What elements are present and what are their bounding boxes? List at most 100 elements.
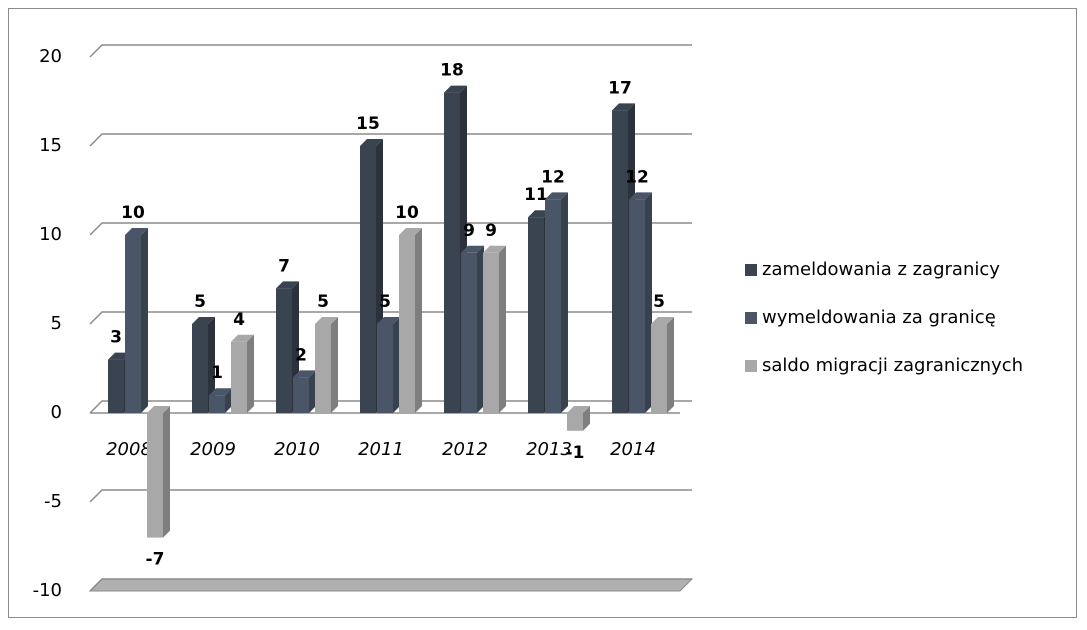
data-label: 1 xyxy=(211,363,223,383)
x-tick-label: 2010 xyxy=(274,439,320,460)
bar-face xyxy=(612,103,635,111)
bar-face xyxy=(231,334,254,342)
y-tick-label: 0 xyxy=(51,402,62,423)
bar-face xyxy=(399,228,422,235)
data-label: 9 xyxy=(463,221,475,241)
grid-line xyxy=(89,133,692,147)
bar-face xyxy=(651,317,674,324)
bar-face xyxy=(315,324,331,413)
bar-face xyxy=(247,334,254,413)
bar xyxy=(629,192,652,413)
y-tick-label: 15 xyxy=(39,135,62,156)
y-tick-label: -10 xyxy=(33,580,62,601)
y-tick-label: 20 xyxy=(39,46,62,67)
bar-face xyxy=(461,245,484,253)
data-label: 10 xyxy=(395,203,419,223)
bar-face xyxy=(331,317,338,413)
data-label: 15 xyxy=(356,114,380,134)
bar-face xyxy=(561,192,568,413)
legend-label: zameldowania z zagranicy xyxy=(762,259,1000,280)
data-label: 12 xyxy=(541,167,565,187)
grid-line xyxy=(89,44,692,58)
bar xyxy=(315,317,338,413)
bar-face xyxy=(276,288,292,413)
bar-face xyxy=(231,341,247,413)
bar-face xyxy=(477,245,484,413)
legend-label: saldo migracji zagranicznych xyxy=(762,355,1023,376)
bar-face xyxy=(483,245,506,253)
bar xyxy=(209,388,232,413)
bar xyxy=(545,192,568,413)
x-tick-label: 2011 xyxy=(358,439,404,460)
bar-face xyxy=(583,406,590,431)
floor xyxy=(88,578,694,592)
data-label: 5 xyxy=(653,292,665,312)
bar xyxy=(444,85,467,413)
bar xyxy=(147,406,170,538)
legend-swatch xyxy=(745,264,757,276)
legend-swatch xyxy=(745,360,757,372)
bar-face xyxy=(163,406,170,538)
bar-face xyxy=(125,228,148,235)
grid-line xyxy=(89,489,692,503)
x-tick-label: 2014 xyxy=(610,439,656,460)
data-label: 9 xyxy=(485,221,497,241)
y-tick-label: 5 xyxy=(51,313,62,334)
bar-face xyxy=(293,377,309,413)
bar-face xyxy=(225,388,232,413)
bar xyxy=(399,228,422,413)
data-label: 3 xyxy=(110,328,122,348)
bar-face xyxy=(209,388,232,396)
bar xyxy=(651,317,674,413)
bar-face xyxy=(444,85,467,93)
bar-face xyxy=(192,317,215,324)
bar-face xyxy=(444,92,460,413)
bar-face xyxy=(108,359,124,413)
data-label: 10 xyxy=(121,203,145,223)
bar-face xyxy=(141,228,148,413)
bar-face xyxy=(415,228,422,413)
bar-face xyxy=(483,252,499,413)
bar-face xyxy=(147,406,170,413)
data-label: -7 xyxy=(146,550,165,570)
x-tick-label: 2008 xyxy=(106,439,152,460)
bar-face xyxy=(645,192,652,413)
data-label: 5 xyxy=(194,292,206,312)
bar-face xyxy=(528,217,544,413)
bar xyxy=(461,245,484,413)
bar-face xyxy=(309,370,316,413)
bar-face xyxy=(147,413,163,538)
legend-label: wymeldowania za granicę xyxy=(762,307,996,328)
data-label: 18 xyxy=(440,61,464,81)
bar-face xyxy=(208,317,215,413)
bar xyxy=(293,370,316,413)
legend-swatch xyxy=(745,312,757,324)
y-tick-label: -5 xyxy=(44,491,62,512)
bar-face xyxy=(393,317,400,413)
bar-face xyxy=(377,324,393,413)
bar-face xyxy=(192,324,208,413)
grid-line xyxy=(89,222,692,236)
bar-face xyxy=(125,235,141,413)
bar-face xyxy=(499,245,506,413)
bar-face xyxy=(567,406,590,413)
bar xyxy=(377,317,400,413)
bar xyxy=(483,245,506,413)
data-label: -1 xyxy=(566,443,585,463)
x-tick-label: 2009 xyxy=(190,439,236,460)
x-tick-label: 2012 xyxy=(442,439,488,460)
bar-face xyxy=(276,281,299,289)
bar xyxy=(192,317,215,413)
bar-face xyxy=(545,199,561,413)
data-label: 5 xyxy=(379,292,391,312)
bar-face xyxy=(545,192,568,200)
bar-face xyxy=(315,317,338,324)
bar xyxy=(231,334,254,413)
bar-face xyxy=(293,370,316,378)
y-tick-label: 10 xyxy=(39,224,62,245)
bar-face xyxy=(629,199,645,413)
data-label: 7 xyxy=(278,256,290,276)
bar-face xyxy=(377,317,400,324)
data-label: 12 xyxy=(625,167,649,187)
